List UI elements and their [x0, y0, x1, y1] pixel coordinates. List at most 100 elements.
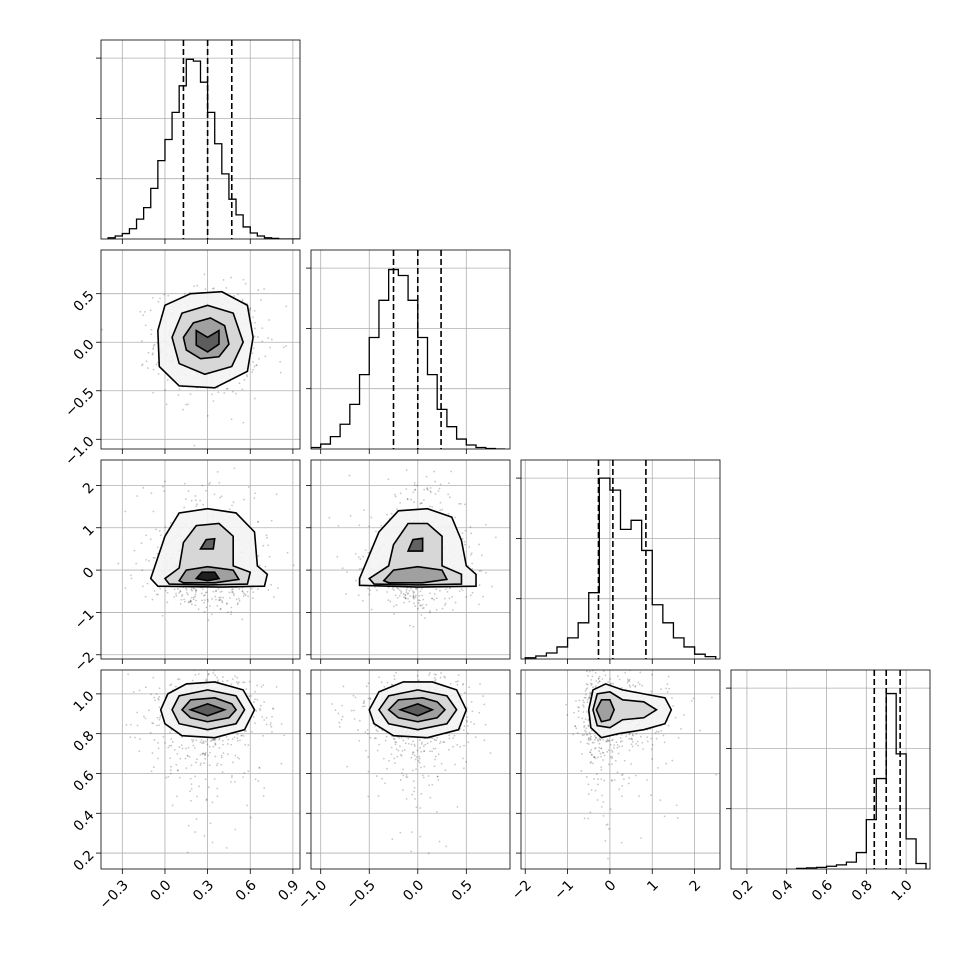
sample-point	[214, 743, 217, 746]
sample-point	[129, 723, 132, 726]
sample-point	[381, 777, 383, 780]
sample-point	[285, 345, 287, 347]
sample-point	[190, 787, 193, 790]
sample-point	[393, 674, 396, 677]
sample-point	[384, 739, 387, 742]
sample-point	[217, 391, 220, 394]
sample-point	[456, 743, 459, 746]
sample-point	[469, 594, 472, 597]
sample-point	[194, 591, 197, 593]
pair-panel-2-0	[96, 459, 301, 664]
sample-point	[650, 690, 653, 693]
sample-point	[597, 678, 600, 680]
sample-point	[170, 772, 172, 775]
sample-point	[578, 706, 580, 709]
sample-point	[603, 754, 606, 757]
sample-point	[590, 729, 593, 732]
sample-point	[129, 736, 132, 739]
sample-point	[415, 768, 417, 771]
sample-point	[375, 775, 378, 777]
sample-point	[583, 817, 586, 820]
sample-point	[195, 588, 197, 591]
sample-point	[597, 740, 600, 742]
sample-point	[594, 747, 597, 749]
sample-point	[397, 587, 400, 590]
contour-line-0	[149, 507, 269, 588]
sample-point	[142, 314, 144, 316]
sample-point	[414, 594, 417, 597]
sample-point	[405, 488, 408, 490]
sample-point	[341, 704, 344, 707]
sample-point	[611, 757, 613, 760]
sample-point	[175, 763, 178, 766]
sample-point	[715, 773, 718, 776]
sample-point	[204, 757, 207, 760]
sample-point	[231, 738, 234, 740]
sample-point	[375, 530, 377, 533]
sample-point	[660, 688, 662, 690]
sample-point	[204, 754, 206, 757]
sample-point	[611, 751, 614, 753]
contour-line-4	[194, 571, 221, 582]
sample-point	[588, 697, 591, 700]
sample-point	[254, 690, 256, 693]
sample-point	[598, 675, 601, 678]
sample-point	[250, 730, 253, 733]
sample-point	[471, 591, 474, 594]
sample-point	[158, 724, 160, 727]
sample-point	[208, 483, 210, 486]
sample-point	[244, 594, 247, 597]
sample-point	[220, 590, 223, 593]
sample-point	[429, 796, 432, 799]
sample-point	[253, 497, 256, 500]
sample-point	[604, 674, 607, 677]
sample-point	[194, 673, 197, 676]
sample-point	[158, 687, 161, 690]
x-tick-label: 0	[602, 877, 620, 895]
sample-point	[239, 739, 241, 742]
sample-point	[204, 591, 207, 594]
sample-point	[650, 737, 653, 740]
sample-point	[431, 750, 433, 753]
sample-point	[167, 775, 170, 778]
sample-point	[150, 492, 153, 495]
sample-point	[429, 490, 432, 493]
sample-point	[215, 589, 217, 592]
sample-point	[588, 670, 591, 673]
sample-point	[358, 568, 361, 570]
y-tick-label: 0.8	[71, 728, 98, 755]
sample-point	[216, 676, 219, 679]
sample-point	[163, 490, 166, 493]
sample-point	[406, 498, 409, 501]
sample-point	[641, 684, 644, 687]
y-tick-label: 1.0	[71, 688, 98, 715]
sample-point	[280, 723, 283, 725]
sample-point	[259, 709, 262, 712]
sample-point	[407, 597, 409, 600]
sample-point	[586, 710, 588, 713]
sample-point	[587, 724, 590, 727]
sample-point	[591, 675, 594, 678]
sample-point	[189, 393, 192, 396]
sample-point	[258, 766, 261, 769]
sample-point	[208, 605, 211, 607]
sample-point	[394, 762, 396, 765]
sample-point	[255, 710, 258, 712]
sample-point	[414, 797, 416, 800]
sample-point	[474, 736, 477, 739]
sample-point	[431, 737, 434, 739]
sample-point	[176, 795, 178, 798]
sample-point	[414, 605, 417, 607]
sample-point	[631, 733, 634, 736]
sample-point	[236, 602, 239, 605]
sample-point	[368, 525, 370, 528]
sample-point	[396, 596, 399, 599]
sample-point	[196, 758, 198, 761]
sample-point	[603, 779, 606, 782]
sample-point	[211, 801, 214, 804]
sample-point	[136, 724, 139, 727]
sample-point	[399, 492, 402, 495]
sample-point	[144, 595, 147, 598]
sample-point	[334, 709, 337, 712]
sample-point	[590, 789, 593, 791]
